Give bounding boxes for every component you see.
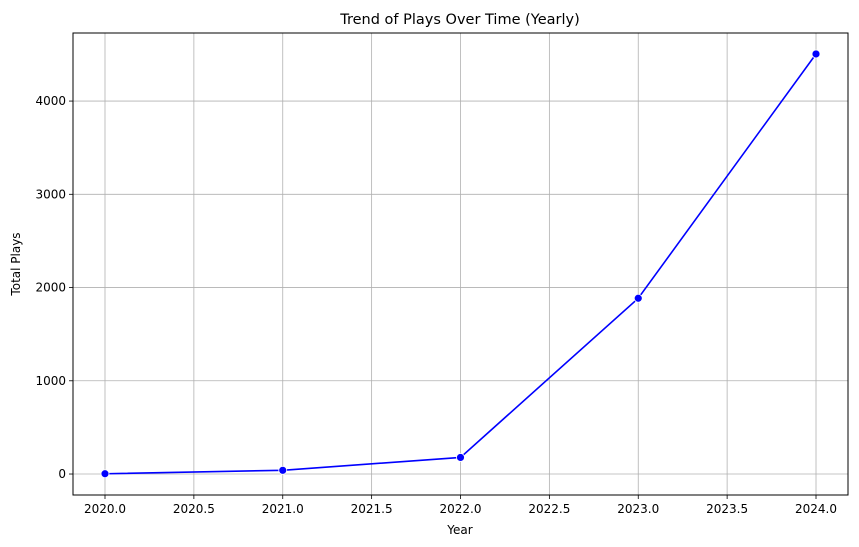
y-tick-label: 0 <box>58 467 66 481</box>
y-axis-ticks: 0 1000 2000 3000 4000 <box>35 94 73 481</box>
y-tick-label: 2000 <box>35 281 66 295</box>
data-point <box>633 293 643 303</box>
series-layer <box>100 49 821 479</box>
data-point <box>278 465 288 475</box>
data-point <box>456 453 465 462</box>
y-tick-label: 1000 <box>35 374 66 388</box>
grid-lines <box>73 33 848 495</box>
x-tick-label: 2021.5 <box>351 502 393 516</box>
x-tick-label: 2023.5 <box>706 502 748 516</box>
data-point <box>100 469 110 479</box>
x-tick-label: 2024.0 <box>795 502 837 516</box>
x-tick-label: 2022.0 <box>440 502 482 516</box>
x-tick-label: 2020.5 <box>173 502 215 516</box>
x-axis-ticks: 2020.0 2020.5 2021.0 2021.5 2022.0 2022.5 2023… <box>84 495 837 516</box>
y-axis-label: Total Plays <box>9 232 23 296</box>
x-axis-label: Year <box>446 523 472 537</box>
x-tick-label: 2020.0 <box>84 502 126 516</box>
x-tick-label: 2023.0 <box>617 502 659 516</box>
data-point <box>811 49 821 59</box>
y-tick-label: 3000 <box>35 187 66 201</box>
chart-title: Trend of Plays Over Time (Yearly) <box>339 12 579 28</box>
x-tick-label: 2021.0 <box>262 502 304 516</box>
y-tick-label: 4000 <box>35 94 66 108</box>
x-tick-label: 2022.5 <box>528 502 570 516</box>
